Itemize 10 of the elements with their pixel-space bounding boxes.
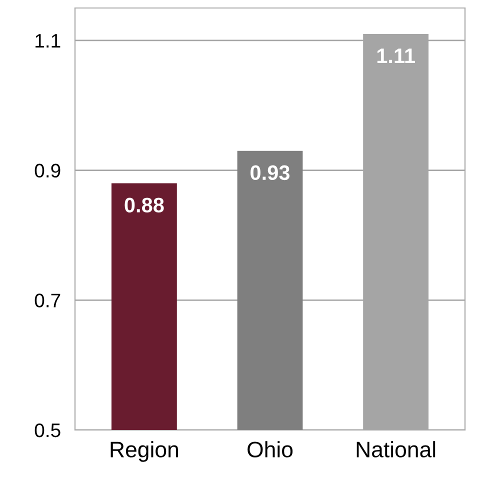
y-tick-label: 0.5: [34, 423, 60, 438]
data-label: 0.88: [124, 198, 164, 213]
data-label: 1.11: [377, 48, 415, 63]
y-tick-label: 1.1: [36, 34, 60, 48]
x-tick-label: National: [356, 441, 436, 458]
y-tick-label: 0.9: [34, 164, 60, 178]
y-tick-label: 0.7: [34, 294, 60, 308]
data-label: 0.93: [250, 165, 290, 180]
x-tick-label: Region: [110, 441, 178, 462]
x-tick-label: Ohio: [248, 441, 293, 458]
